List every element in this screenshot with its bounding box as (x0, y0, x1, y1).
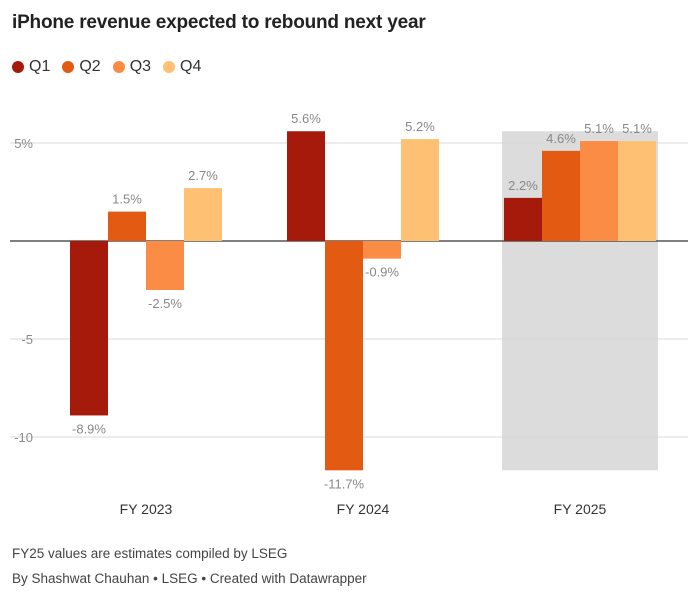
y-tick-label: -5 (21, 332, 33, 347)
bar-q4-fy-2025 (618, 141, 656, 241)
legend-item-q2: Q2 (62, 58, 101, 76)
legend-swatch-q1 (12, 61, 24, 73)
bar-q3-fy-2025 (580, 141, 618, 241)
legend-label-q1: Q1 (29, 58, 51, 75)
credit-line: By Shashwat Chauhan • LSEG • Created wit… (12, 571, 367, 586)
chart-title: iPhone revenue expected to rebound next … (12, 12, 426, 33)
value-label: 5.6% (291, 111, 321, 126)
bar-q4-fy-2024 (401, 139, 439, 241)
value-label: 5.1% (584, 121, 614, 136)
value-label: -0.9% (365, 265, 399, 280)
legend-swatch-q4 (163, 61, 176, 73)
value-label: 1.5% (112, 192, 142, 207)
bar-q2-fy-2023 (108, 211, 146, 241)
value-label: 5.1% (622, 121, 652, 136)
value-label: -8.9% (72, 421, 106, 436)
legend-item-q1: Q1 (12, 58, 50, 76)
bar-q4-fy-2023 (184, 188, 222, 241)
legend-swatch-q3 (112, 61, 125, 73)
bar-q2-fy-2025 (542, 150, 580, 241)
footnote: FY25 values are estimates compiled by LS… (12, 546, 288, 561)
y-tick-label: 5% (14, 136, 33, 151)
legend-item-q4: Q4 (163, 58, 201, 76)
y-tick-label: -10 (14, 430, 33, 445)
value-label: 2.7% (188, 168, 218, 183)
legend-label-q4: Q4 (180, 58, 202, 75)
value-label: 2.2% (508, 178, 538, 193)
bar-q1-fy-2024 (287, 131, 325, 241)
legend-label-q2: Q2 (79, 58, 101, 75)
bar-q3-fy-2023 (146, 241, 184, 290)
legend-swatch-q2 (62, 61, 75, 73)
x-category-label: FY 2023 (120, 501, 173, 517)
value-label: -11.7% (324, 476, 365, 491)
bar-q1-fy-2023 (70, 241, 108, 416)
x-category-label: FY 2025 (554, 501, 607, 517)
legend-label-q3: Q3 (129, 58, 152, 75)
bar-q1-fy-2025 (504, 197, 542, 241)
value-label: -2.5% (148, 296, 182, 311)
value-label: 4.6% (546, 131, 576, 146)
legend-item-q3: Q3 (112, 58, 152, 76)
bar-q2-fy-2024 (325, 241, 363, 471)
x-category-label: FY 2024 (337, 501, 390, 517)
legend: Q1 Q2 Q3 Q4 (12, 58, 201, 76)
value-label: 5.2% (405, 119, 435, 134)
bar-q3-fy-2024 (363, 241, 401, 259)
